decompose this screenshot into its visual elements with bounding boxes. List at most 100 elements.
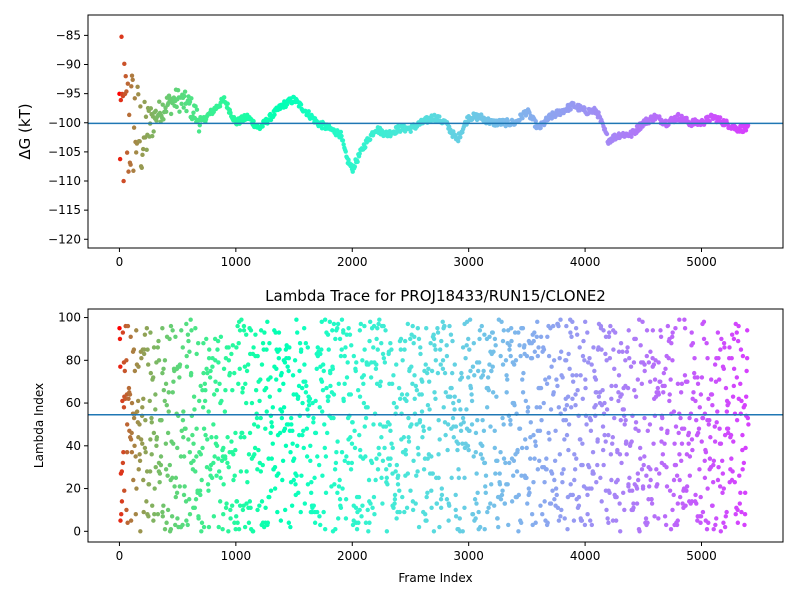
lambda-point: [367, 338, 372, 344]
lambda-point: [477, 524, 483, 530]
lambda-point: [484, 405, 490, 410]
lambda-point: [339, 317, 345, 322]
lambda-point: [132, 368, 138, 374]
lambda-point: [259, 499, 265, 504]
lambda-point: [531, 479, 536, 485]
lambda-point: [353, 505, 359, 510]
lambda-point: [423, 512, 428, 517]
lambda-point: [538, 334, 544, 339]
lambda-point: [697, 467, 702, 472]
lambda-point: [276, 471, 281, 476]
lambda-point: [326, 394, 331, 399]
lambda-point: [131, 347, 137, 352]
lambda-point: [699, 439, 704, 444]
lambda-point: [249, 400, 255, 406]
x-tick-label: 5000: [686, 255, 717, 269]
lambda-point: [711, 462, 716, 468]
lambda-point: [149, 452, 154, 457]
lambda-point: [472, 497, 478, 502]
lambda-point: [416, 524, 422, 530]
lambda-point: [120, 330, 126, 335]
lambda-point: [637, 445, 643, 451]
lambda-point: [246, 452, 252, 457]
lambda-point: [565, 526, 570, 532]
lambda-point: [574, 332, 580, 337]
lambda-point: [242, 524, 248, 530]
lambda-point: [742, 490, 748, 496]
lambda-point: [594, 390, 599, 395]
lambda-point: [478, 452, 484, 457]
lambda-point: [138, 437, 144, 442]
lambda-point: [231, 452, 236, 457]
lambda-point: [137, 452, 142, 457]
delta-g-point: [161, 117, 166, 122]
lambda-point: [368, 501, 373, 506]
lambda-point: [598, 475, 603, 481]
lambda-point: [392, 501, 397, 506]
lambda-point: [151, 345, 157, 350]
lambda-point: [698, 494, 703, 500]
lambda-point: [504, 373, 509, 378]
lambda-point: [604, 358, 609, 363]
lambda-point: [393, 469, 398, 474]
lambda-point: [385, 482, 390, 487]
lambda-point: [739, 398, 744, 404]
lambda-point: [160, 514, 165, 519]
delta-g-point: [408, 129, 413, 134]
lambda-point: [221, 482, 226, 487]
lambda-point: [459, 375, 465, 380]
lambda-point: [734, 417, 740, 423]
lambda-point: [490, 330, 495, 335]
lambda-point: [233, 526, 238, 532]
lambda-point: [311, 420, 316, 425]
delta-g-point: [174, 104, 179, 110]
delta-g-point: [363, 145, 368, 150]
lambda-point: [229, 439, 234, 444]
lambda-point: [343, 345, 348, 350]
lambda-point: [324, 430, 330, 436]
lambda-point: [609, 396, 614, 401]
lambda-point: [719, 458, 725, 463]
lambda-point: [384, 475, 389, 481]
lambda-point: [711, 526, 716, 532]
lambda-point: [413, 383, 419, 389]
delta-g-point: [175, 88, 181, 93]
lambda-point: [516, 330, 521, 335]
lambda-point: [600, 388, 605, 393]
lambda-point: [333, 336, 338, 342]
lambda-point: [173, 334, 178, 339]
lambda-point: [686, 441, 691, 446]
lambda-point: [307, 396, 313, 401]
lambda-point: [638, 456, 643, 461]
lambda-point: [169, 514, 175, 519]
lambda-point: [121, 405, 127, 410]
lambda-point: [644, 353, 650, 359]
lambda-point: [180, 417, 186, 423]
lambda-point: [619, 392, 624, 397]
lambda-point: [444, 353, 450, 359]
lambda-point: [729, 332, 735, 337]
lambda-point: [438, 497, 444, 502]
lambda-point: [315, 454, 320, 459]
lambda-point: [535, 353, 541, 359]
lambda-point: [299, 473, 304, 478]
y-tick-label: −115: [48, 203, 81, 217]
lambda-point: [389, 441, 394, 446]
lambda-point: [573, 402, 578, 408]
lambda-point: [459, 370, 464, 376]
lambda-point: [258, 415, 263, 421]
lambda-point: [427, 407, 432, 412]
lambda-point: [737, 501, 742, 506]
lambda-point: [734, 330, 739, 335]
lambda-point: [435, 330, 441, 335]
lambda-point: [628, 364, 634, 369]
lambda-point: [183, 499, 189, 504]
lambda-point: [424, 494, 429, 500]
lambda-point: [187, 349, 192, 354]
lambda-point: [542, 499, 547, 504]
lambda-point: [129, 400, 135, 406]
lambda-point: [438, 505, 444, 510]
lambda-point: [379, 475, 384, 481]
lambda-point: [702, 458, 707, 463]
lambda-point: [226, 358, 232, 363]
